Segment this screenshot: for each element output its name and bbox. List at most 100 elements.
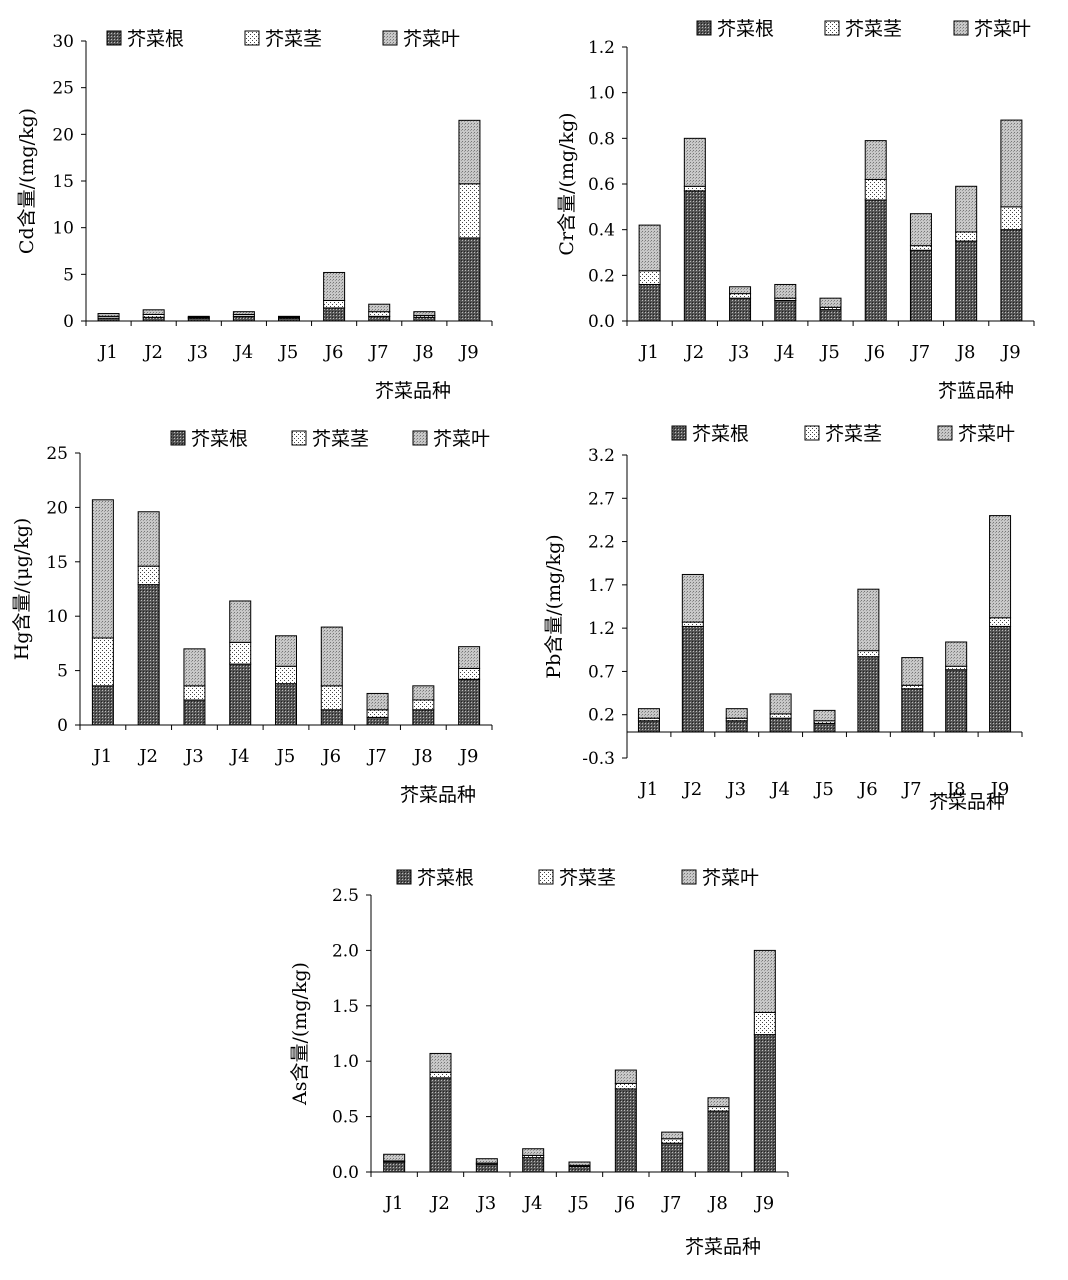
legend-label-2: 芥菜茎 bbox=[825, 423, 882, 445]
bar-j4-series-1 bbox=[232, 315, 255, 322]
bar-j2-series-3 bbox=[137, 511, 160, 567]
y-axis-title: Cd含量/(mg/kg) bbox=[16, 108, 38, 254]
bar-j6-series-1 bbox=[323, 307, 346, 322]
bar-j9-series-1 bbox=[753, 1034, 776, 1173]
x-tick-label: J2 bbox=[683, 342, 704, 363]
y-tick-label: 2.5 bbox=[332, 886, 359, 906]
bar-j1-series-3 bbox=[637, 708, 660, 719]
bar-j9-series-1 bbox=[458, 237, 481, 322]
bar-j5-series-3 bbox=[278, 315, 300, 318]
legend-label-2: 芥菜茎 bbox=[559, 867, 616, 889]
bar-j4-series-3 bbox=[229, 600, 252, 643]
bar-j9-series-3 bbox=[989, 515, 1012, 619]
x-tick-label: J5 bbox=[819, 342, 840, 363]
bar-j6-series-1 bbox=[864, 199, 887, 322]
x-tick-label: J8 bbox=[945, 779, 966, 800]
bar-j9-series-1 bbox=[989, 625, 1012, 733]
bar-j2-series-2 bbox=[137, 565, 160, 586]
bar-j9-series-2 bbox=[458, 667, 481, 680]
y-tick-label: 1.2 bbox=[588, 38, 615, 58]
bar-j9-series-3 bbox=[753, 949, 776, 1013]
bar-j5-series-1 bbox=[813, 722, 836, 733]
bar-j8-series-1 bbox=[945, 669, 968, 733]
bar-j5-series-1 bbox=[568, 1165, 591, 1173]
legend-swatch-1 bbox=[170, 430, 186, 446]
bar-j2-series-3 bbox=[142, 309, 165, 315]
bar-j7-series-3 bbox=[366, 692, 389, 711]
y-tick-label: 0.6 bbox=[588, 175, 615, 195]
legend-label-1: 芥菜根 bbox=[191, 428, 248, 450]
bar-j8-series-3 bbox=[945, 641, 968, 667]
y-axis-title: Hg含量/(μg/kg) bbox=[11, 518, 33, 661]
x-tick-label: J1 bbox=[383, 1193, 404, 1214]
bar-j1-series-3 bbox=[97, 313, 120, 317]
bar-j4-series-1 bbox=[229, 663, 252, 726]
bar-j7-series-3 bbox=[909, 213, 932, 247]
bar-j2-series-1 bbox=[137, 584, 160, 726]
x-tick-label: J9 bbox=[458, 342, 479, 363]
x-tick-label: J4 bbox=[774, 342, 795, 363]
chart-panel-3: 0 5 10 15 20 25 J1 J2 J3 J4 J5 J6 J7 J8 J9 芥菜根 芥菜茎 芥菜叶芥菜品… bbox=[11, 428, 493, 806]
y-tick-label: 0.0 bbox=[332, 1163, 359, 1183]
legend-swatch-2 bbox=[804, 425, 820, 441]
y-tick-label: 1.2 bbox=[588, 619, 615, 639]
bar-j4-series-2 bbox=[229, 641, 252, 665]
bar-j8-series-2 bbox=[955, 231, 978, 242]
x-tick-label: J3 bbox=[729, 342, 750, 363]
bar-j5-series-1 bbox=[275, 683, 297, 726]
bar-j2-series-3 bbox=[681, 573, 704, 623]
y-tick-label: 0 bbox=[63, 312, 74, 332]
legend-label-2: 芥菜茎 bbox=[312, 428, 369, 450]
bar-j4-series-3 bbox=[232, 311, 255, 315]
bar-j1-series-3 bbox=[383, 1153, 406, 1162]
legend-swatch-3 bbox=[382, 30, 398, 46]
x-tick-label: J9 bbox=[1000, 342, 1021, 363]
y-tick-label: 0.7 bbox=[588, 662, 615, 682]
x-tick-label: J5 bbox=[813, 779, 834, 800]
y-tick-label: 5 bbox=[63, 265, 74, 285]
chart-panel-2: 0.0 0.2 0.4 0.6 0.8 1.0 1.2 J1 J2 J3 J4 J5 J6 J7 J8 J9 芥… bbox=[556, 18, 1035, 402]
x-tick-label: J6 bbox=[323, 342, 344, 363]
chart-panel-5: 0.00.51.01.52.02.5J1 J2 J3 J4 J5 J6 J7 J8 J9芥菜根芥… bbox=[289, 867, 789, 1258]
bar-j1-series-1 bbox=[638, 283, 661, 322]
bar-j3-series-2 bbox=[729, 293, 752, 299]
bar-j2-series-2 bbox=[429, 1071, 452, 1079]
bar-j9-series-2 bbox=[753, 1011, 776, 1036]
bar-j1-series-1 bbox=[637, 720, 660, 733]
bar-j4-series-1 bbox=[522, 1157, 545, 1173]
y-tick-label: 2.0 bbox=[332, 941, 359, 961]
bar-j1-series-3 bbox=[91, 499, 114, 639]
bar-j3-series-2 bbox=[183, 685, 206, 701]
bar-j8-series-1 bbox=[955, 240, 978, 322]
bar-j7-series-3 bbox=[661, 1131, 684, 1140]
bar-j9-series-3 bbox=[458, 646, 481, 669]
bar-j2-series-1 bbox=[683, 190, 706, 322]
x-tick-label: J9 bbox=[989, 779, 1010, 800]
bar-j4-series-3 bbox=[522, 1148, 545, 1156]
x-tick-label: J7 bbox=[366, 746, 387, 767]
x-axis-title: 芥菜品种 bbox=[685, 1236, 761, 1258]
chart-panel-4: -0.3 0.2 0.7 1.2 1.7 2.2 2.7 3.2 J1 J2 J3 J4 J5 J6 J7 J… bbox=[543, 423, 1023, 813]
y-tick-label: 25 bbox=[46, 444, 68, 464]
y-tick-label: 10 bbox=[46, 607, 68, 627]
x-tick-label: J7 bbox=[910, 342, 931, 363]
x-tick-label: J1 bbox=[638, 779, 659, 800]
x-tick-label: J3 bbox=[183, 746, 204, 767]
legend-swatch-1 bbox=[396, 869, 412, 885]
bar-j3-series-1 bbox=[725, 720, 748, 733]
bar-j7-series-3 bbox=[901, 657, 924, 686]
bar-j8-series-2 bbox=[412, 699, 435, 711]
bar-j6-series-3 bbox=[323, 271, 346, 301]
bar-j7-series-1 bbox=[901, 688, 924, 733]
bar-j4-series-1 bbox=[774, 299, 797, 322]
bar-j6-series-1 bbox=[857, 656, 880, 733]
legend-label-3: 芥菜叶 bbox=[403, 28, 460, 50]
x-tick-label: J2 bbox=[681, 779, 702, 800]
bar-j8-series-1 bbox=[707, 1110, 730, 1173]
bar-j3-series-3 bbox=[187, 315, 210, 318]
x-axis-title: 芥菜品种 bbox=[375, 380, 451, 402]
bar-j7-series-1 bbox=[661, 1142, 684, 1173]
x-tick-label: J5 bbox=[278, 342, 299, 363]
